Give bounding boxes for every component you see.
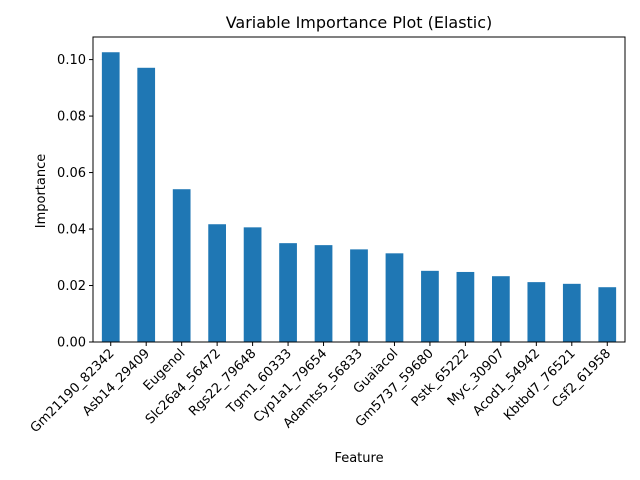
bar-Slc26a4_56472 <box>208 224 226 342</box>
y-tick-label: 0.02 <box>57 279 86 294</box>
x-axis: Gm21190_82342Asb14_29409EugenolSlc26a4_5… <box>28 342 614 436</box>
x-axis-label: Feature <box>334 451 383 466</box>
y-tick-label: 0.10 <box>57 53 86 68</box>
y-tick-label: 0.00 <box>57 336 86 351</box>
bar-Eugenol <box>172 189 191 342</box>
bar-Cyp1a1_79654 <box>314 245 333 342</box>
bar-Tgm1_60333 <box>279 243 297 342</box>
bar-Gm21190_82342 <box>101 52 120 342</box>
y-axis-label: Importance <box>34 154 49 229</box>
y-tick-label: 0.04 <box>57 223 86 238</box>
y-axis: 0.00 0.02 0.04 0.06 0.08 0.10 <box>57 53 93 351</box>
bar-Csf2_61958 <box>598 287 617 342</box>
bar-Asb14_29409 <box>137 67 156 342</box>
y-tick-label: 0.06 <box>57 166 86 181</box>
y-tick-label: 0.08 <box>57 110 86 125</box>
bar-Gm5737_59680 <box>421 270 439 342</box>
bar-Pstk_65222 <box>456 271 475 342</box>
plot-frame <box>92 36 626 343</box>
bar-Rgs22_79648 <box>243 227 262 342</box>
bar-Acod1_54942 <box>527 282 546 342</box>
bar-Kbtbd7_76521 <box>562 283 581 342</box>
bars-group <box>101 52 617 342</box>
bar-Myc_30907 <box>492 276 510 342</box>
bar-Adamts5_56833 <box>350 249 368 342</box>
chart-title: Variable Importance Plot (Elastic) <box>226 13 493 32</box>
bar-Guaiacol <box>385 253 404 342</box>
